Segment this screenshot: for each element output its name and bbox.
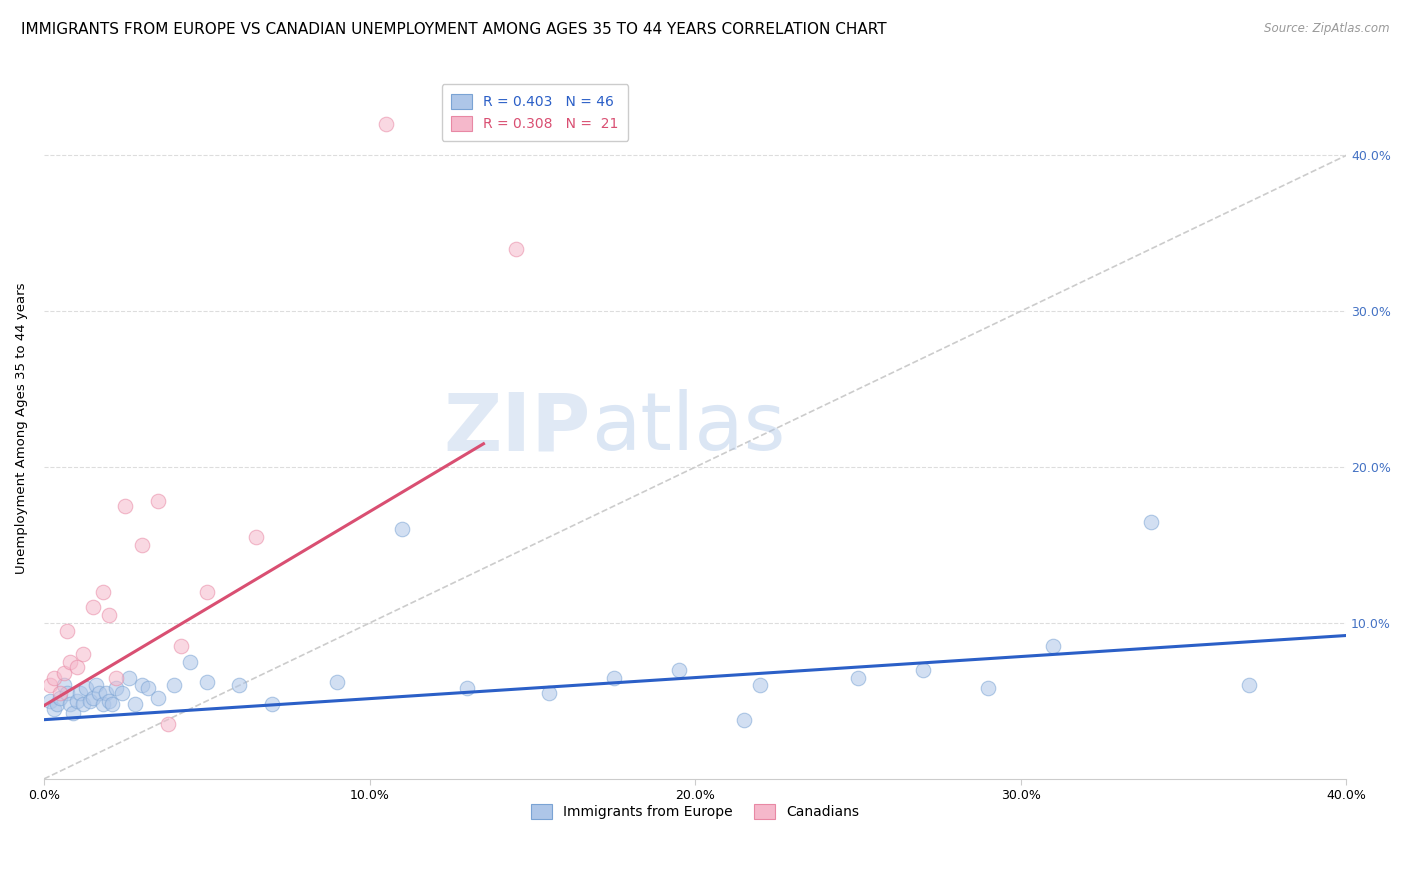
Point bbox=[228, 678, 250, 692]
Point bbox=[46, 697, 69, 711]
Point bbox=[89, 686, 111, 700]
Point bbox=[79, 694, 101, 708]
Point bbox=[52, 665, 75, 680]
Point bbox=[163, 678, 186, 692]
Legend: Immigrants from Europe, Canadians: Immigrants from Europe, Canadians bbox=[526, 798, 865, 824]
Point bbox=[94, 686, 117, 700]
Point bbox=[111, 686, 134, 700]
Point bbox=[179, 655, 201, 669]
Point bbox=[75, 681, 97, 696]
Point bbox=[146, 690, 169, 705]
Point bbox=[98, 608, 121, 623]
Point bbox=[1140, 515, 1163, 529]
Point bbox=[195, 675, 218, 690]
Point bbox=[52, 678, 75, 692]
Point bbox=[39, 678, 62, 692]
Point bbox=[977, 681, 1000, 696]
Point bbox=[749, 678, 772, 692]
Point bbox=[1042, 640, 1064, 654]
Point bbox=[72, 647, 94, 661]
Point bbox=[195, 585, 218, 599]
Point bbox=[72, 697, 94, 711]
Point bbox=[846, 671, 869, 685]
Point bbox=[59, 697, 82, 711]
Point bbox=[117, 671, 139, 685]
Point bbox=[146, 494, 169, 508]
Text: Source: ZipAtlas.com: Source: ZipAtlas.com bbox=[1264, 22, 1389, 36]
Point bbox=[91, 697, 114, 711]
Point bbox=[49, 686, 72, 700]
Point bbox=[82, 690, 104, 705]
Point bbox=[245, 530, 267, 544]
Point bbox=[136, 681, 159, 696]
Point bbox=[65, 694, 87, 708]
Point bbox=[1237, 678, 1260, 692]
Text: atlas: atlas bbox=[591, 389, 786, 467]
Point bbox=[104, 671, 127, 685]
Point bbox=[374, 117, 396, 131]
Point bbox=[55, 686, 77, 700]
Point bbox=[911, 663, 934, 677]
Point bbox=[59, 655, 82, 669]
Point bbox=[668, 663, 690, 677]
Text: IMMIGRANTS FROM EUROPE VS CANADIAN UNEMPLOYMENT AMONG AGES 35 TO 44 YEARS CORREL: IMMIGRANTS FROM EUROPE VS CANADIAN UNEMP… bbox=[21, 22, 887, 37]
Point bbox=[49, 690, 72, 705]
Point bbox=[391, 523, 413, 537]
Point bbox=[326, 675, 349, 690]
Point bbox=[505, 242, 527, 256]
Point bbox=[733, 713, 755, 727]
Point bbox=[82, 600, 104, 615]
Text: ZIP: ZIP bbox=[444, 389, 591, 467]
Point bbox=[170, 640, 193, 654]
Point bbox=[104, 681, 127, 696]
Y-axis label: Unemployment Among Ages 35 to 44 years: Unemployment Among Ages 35 to 44 years bbox=[15, 283, 28, 574]
Point bbox=[156, 717, 179, 731]
Point bbox=[69, 686, 91, 700]
Point bbox=[98, 694, 121, 708]
Point bbox=[42, 671, 65, 685]
Point bbox=[131, 678, 153, 692]
Point bbox=[91, 585, 114, 599]
Point bbox=[101, 697, 124, 711]
Point bbox=[260, 697, 283, 711]
Point bbox=[62, 706, 84, 721]
Point bbox=[55, 624, 77, 638]
Point bbox=[39, 694, 62, 708]
Point bbox=[114, 499, 136, 513]
Point bbox=[537, 686, 560, 700]
Point bbox=[603, 671, 626, 685]
Point bbox=[84, 678, 107, 692]
Point bbox=[131, 538, 153, 552]
Point bbox=[124, 697, 146, 711]
Point bbox=[42, 702, 65, 716]
Point bbox=[456, 681, 478, 696]
Point bbox=[65, 659, 87, 673]
